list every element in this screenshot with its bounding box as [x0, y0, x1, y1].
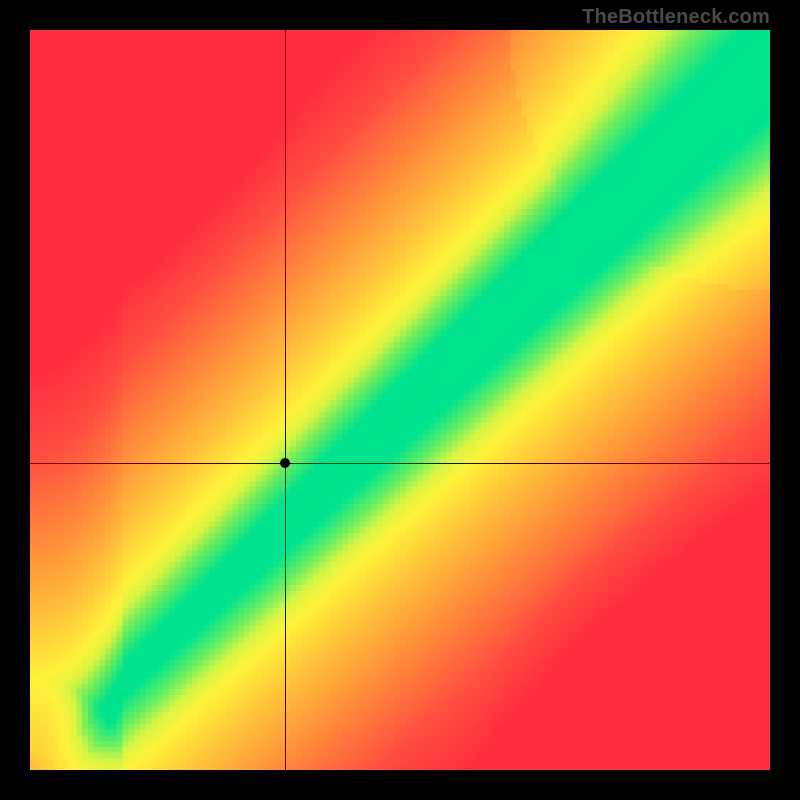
data-point-marker	[280, 458, 290, 468]
watermark-text: TheBottleneck.com	[582, 6, 770, 29]
chart-frame: TheBottleneck.com	[0, 0, 800, 800]
crosshair-horizontal	[30, 463, 770, 464]
heatmap-canvas	[30, 30, 770, 770]
plot-area	[30, 30, 770, 770]
crosshair-vertical	[285, 30, 286, 770]
